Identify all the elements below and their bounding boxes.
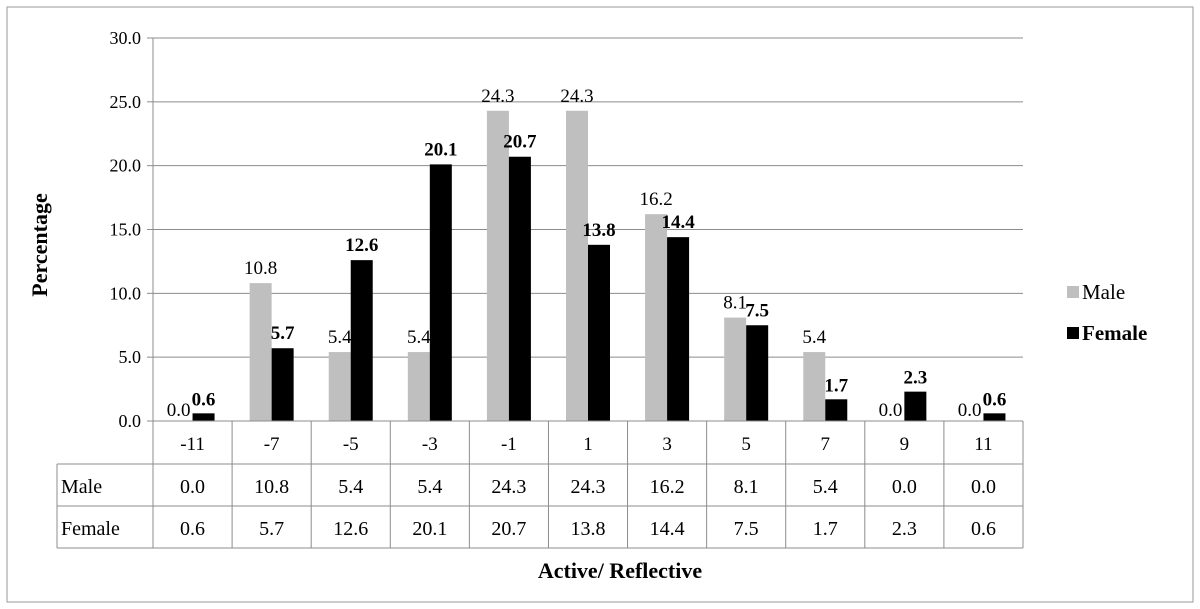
data-label-male: 0.0 [167,400,191,421]
table-cell: 24.3 [571,476,606,498]
x-tick-label: -5 [343,434,359,455]
y-tick-label: 0.0 [119,411,142,431]
table-cell: 0.0 [180,476,205,498]
bar-male [724,317,747,421]
x-tick-label: -1 [501,434,517,455]
y-tick-labels: 0.0 5.0 10.0 15.0 20.0 25.0 30.0 [110,28,142,431]
table-cell: 12.6 [333,518,368,540]
table-row-label: Male [61,476,102,498]
table-cell: 20.1 [412,518,447,540]
bar-male [566,110,588,422]
data-label-female: 7.5 [745,300,769,321]
data-label-female: 2.3 [903,368,927,389]
data-label-female: 13.8 [582,220,615,241]
table-cell: 7.5 [734,518,759,540]
table-cell: 1.7 [813,518,838,540]
table-cell: 0.6 [971,518,996,540]
legend-swatch-male [1067,286,1079,298]
x-tick-label: 11 [974,434,992,455]
table-cell: 10.8 [254,476,289,498]
y-tick-label: 30.0 [110,28,142,48]
x-tick-label: 5 [741,434,751,455]
x-tick-label: 7 [821,434,831,455]
x-tick-label: 9 [900,434,910,455]
data-label-female: 14.4 [661,212,695,233]
data-label-male: 0.0 [958,400,982,421]
legend-label-female: Female [1082,321,1147,345]
table-cell: 20.7 [491,518,526,540]
table-cell: 5.4 [338,476,363,498]
x-tick-label: -7 [264,434,280,455]
table-cell: 0.6 [180,518,205,540]
data-label-male: 5.4 [802,327,826,348]
data-label-female: 5.7 [271,323,295,344]
bar-female [667,237,690,421]
table-cell: 24.3 [491,476,526,498]
bar-female [825,399,848,421]
table-cell: 5.4 [813,476,838,498]
data-label-female: 0.6 [983,389,1007,410]
data-label-female: 20.1 [424,139,457,160]
table-cell: 2.3 [892,518,917,540]
bar-female [746,325,769,421]
bar-male [249,283,272,421]
y-tick-label: 15.0 [110,220,142,240]
data-label-male: 0.0 [879,400,903,421]
bar-female [192,413,215,421]
x-tick-label: 1 [583,434,593,455]
data-label-female: 1.7 [824,375,848,396]
table-cell: 0.0 [971,476,996,498]
legend-swatch-female [1067,327,1079,339]
x-tick-label: -11 [180,434,205,455]
bar-female [508,156,531,422]
data-label-female: 20.7 [503,132,537,153]
bar-labels: 0.00.610.85.7 5.412.65.420.124.320.724.31… [167,86,1007,421]
data-label-male: 5.4 [407,327,431,348]
y-tick-label: 10.0 [110,283,142,303]
y-tick-label: 25.0 [110,92,142,112]
bar-female [429,164,452,421]
data-label-male: 5.4 [328,327,352,348]
data-label-male: 8.1 [723,293,747,314]
legend: Male Female [1067,280,1147,345]
x-tick-label: -3 [422,434,438,455]
bar-male [486,110,509,422]
data-label-male: 24.3 [481,86,514,107]
bar-female [904,391,927,421]
bar-male [803,352,826,421]
y-axis-title: Percentage [27,193,52,297]
data-label-male: 16.2 [639,189,672,210]
table-cell: 14.4 [650,518,685,540]
bar-female [350,260,373,421]
data-label-male: 24.3 [560,86,593,107]
y-tick-label: 20.0 [110,156,142,176]
bar-female [983,413,1006,421]
table-cell: 5.7 [259,518,284,540]
data-label-male: 10.8 [244,258,277,279]
bars [192,110,1006,422]
table-cell: 0.0 [892,476,917,498]
y-tick-label: 5.0 [119,347,142,367]
x-axis-title: Active/ Reflective [538,558,703,583]
data-label-female: 0.6 [192,389,216,410]
bar-male [407,352,430,421]
table-cell: 16.2 [650,476,685,498]
table-cell: 13.8 [571,518,606,540]
bar-female [588,244,610,421]
table-cell: 8.1 [734,476,759,498]
table-row-label: Female [61,518,120,540]
data-label-female: 12.6 [345,235,378,256]
bar-male [328,352,351,421]
legend-label-male: Male [1082,280,1125,304]
bar-female [271,348,294,421]
table-cell: 5.4 [417,476,442,498]
bar-male [645,214,668,421]
x-tick-label: 3 [662,434,672,455]
